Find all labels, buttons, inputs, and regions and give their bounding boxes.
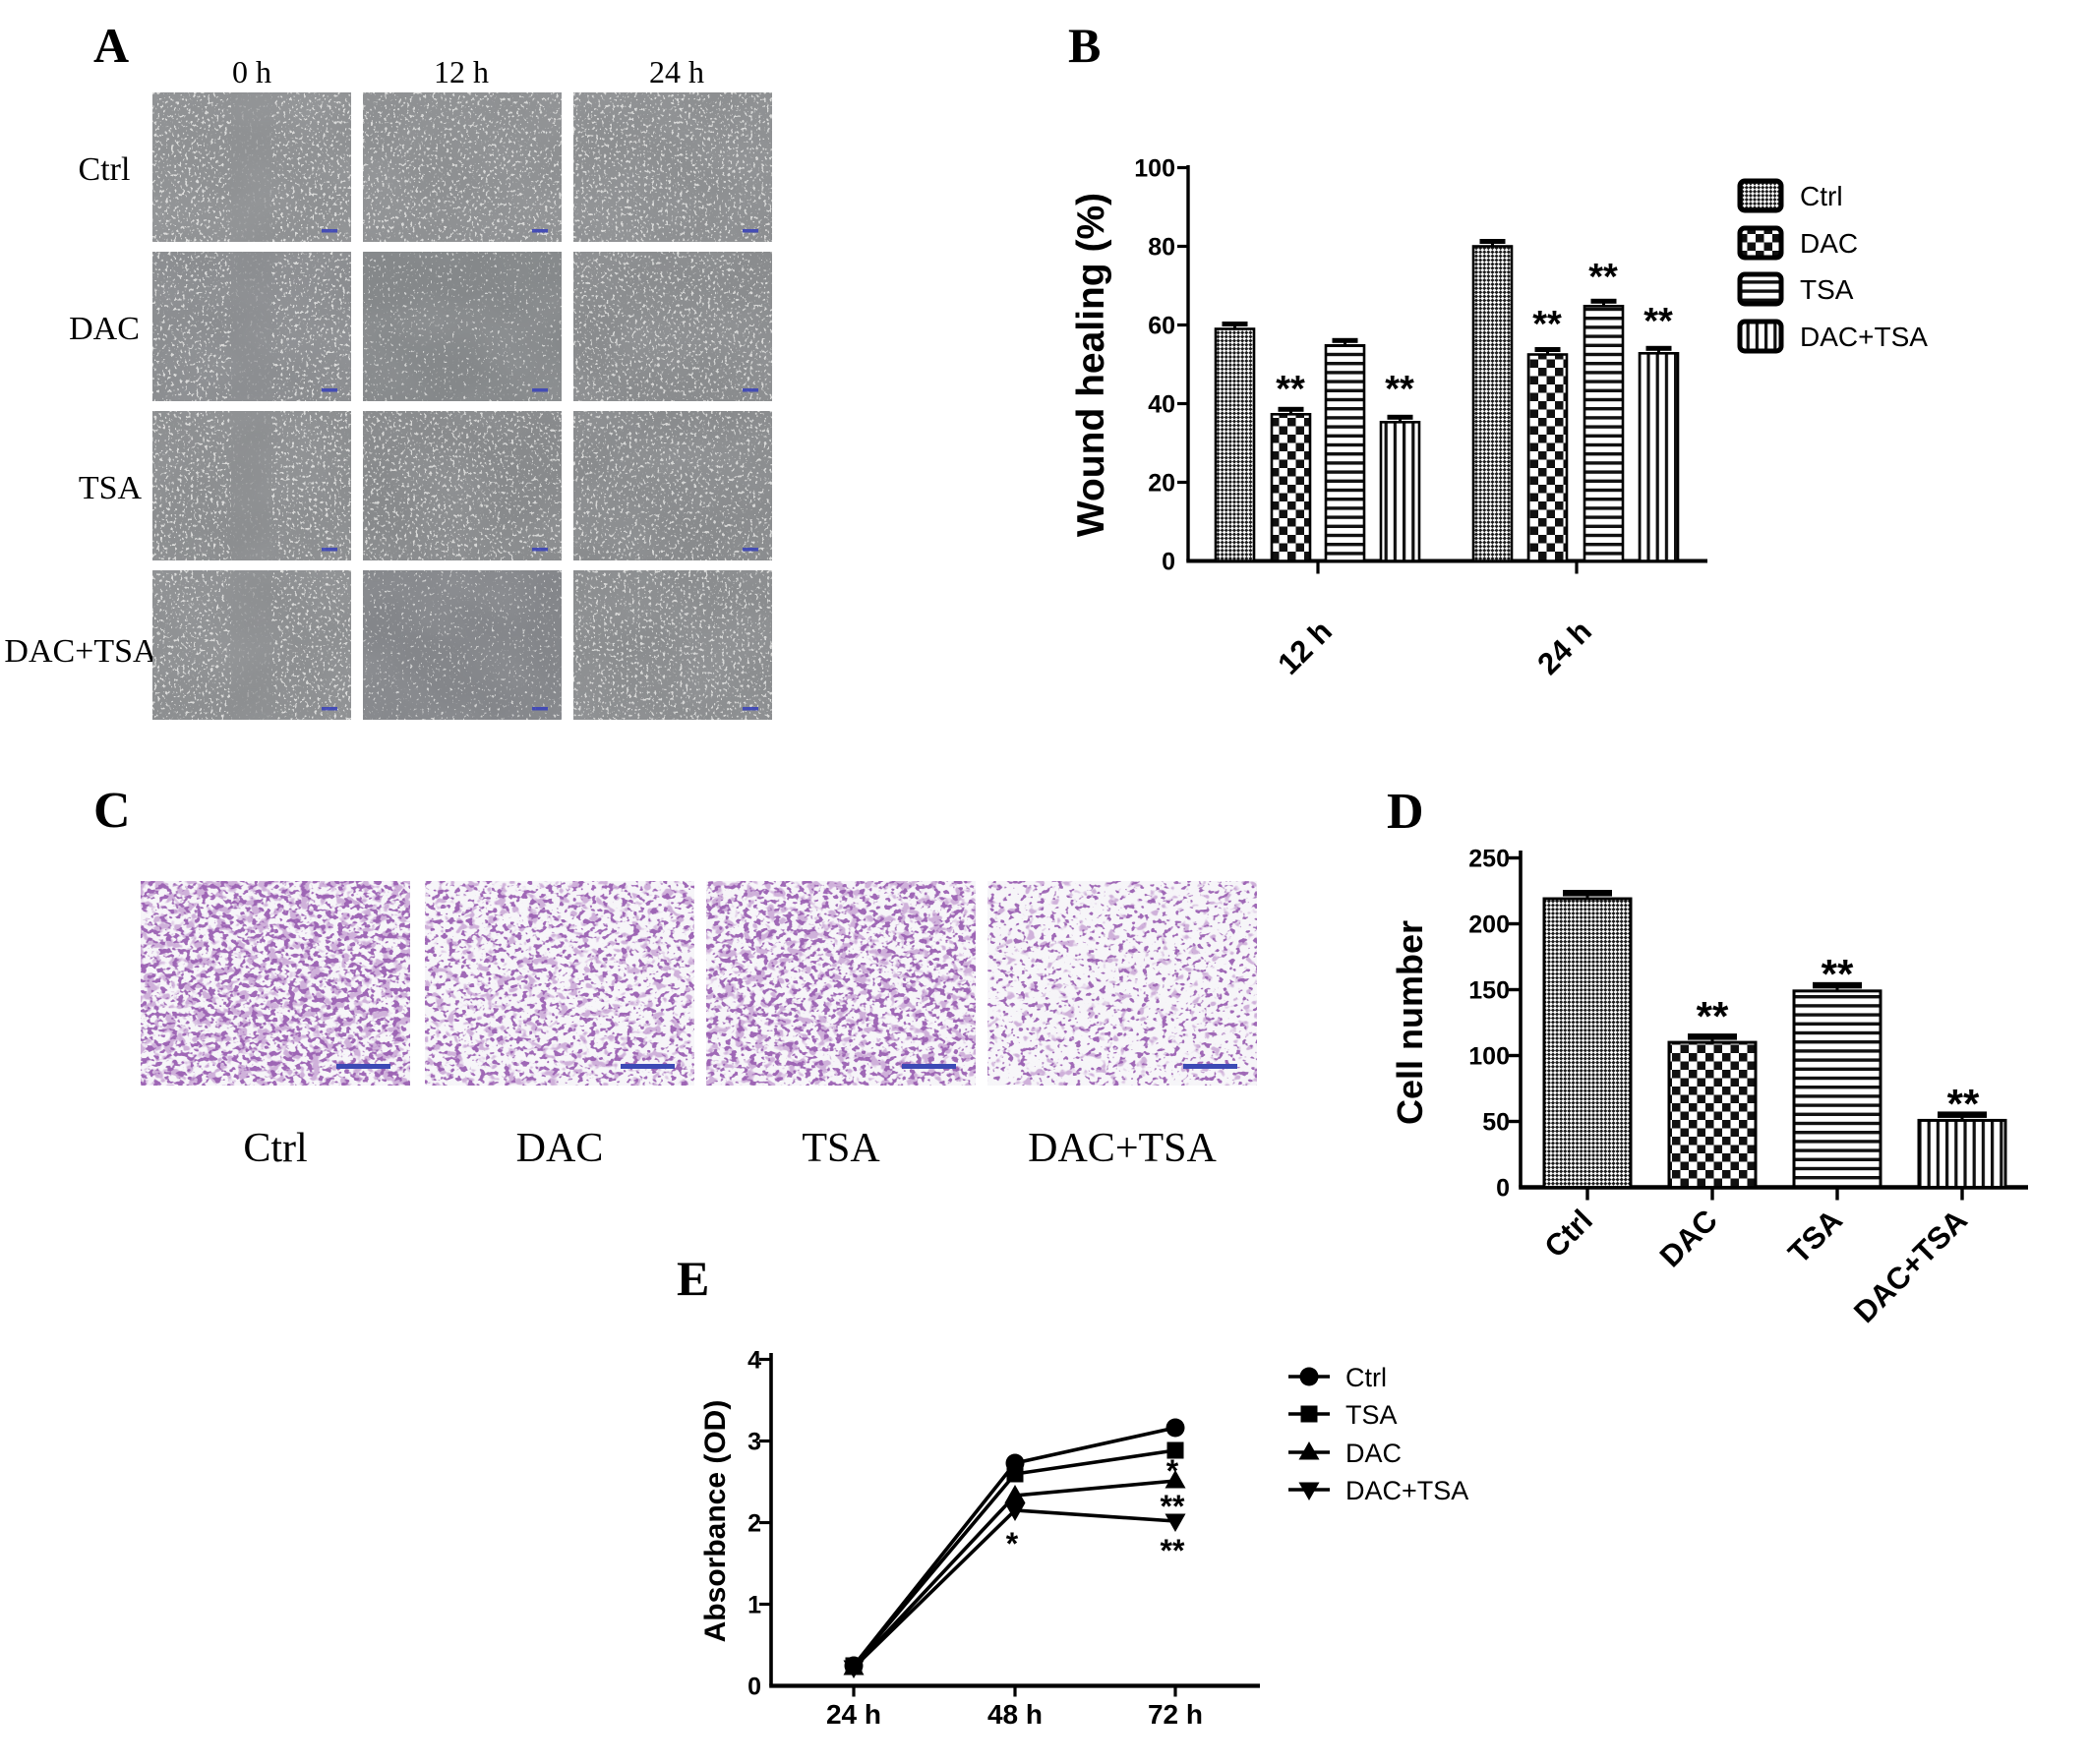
svg-text:150: 150 xyxy=(1468,977,1510,1005)
svg-text:DAC+TSA: DAC+TSA xyxy=(1800,322,1928,352)
svg-text:TSA: TSA xyxy=(1800,274,1854,305)
svg-text:Ctrl: Ctrl xyxy=(79,151,131,188)
svg-text:1: 1 xyxy=(747,1592,761,1619)
svg-text:4: 4 xyxy=(747,1347,761,1375)
svg-text:DAC+TSA: DAC+TSA xyxy=(1028,1126,1217,1171)
svg-text:Ctrl: Ctrl xyxy=(243,1126,307,1171)
svg-text:*: * xyxy=(1166,1453,1179,1489)
svg-text:DAC+TSA: DAC+TSA xyxy=(1345,1476,1468,1505)
svg-text:48 h: 48 h xyxy=(987,1699,1043,1730)
svg-text:D: D xyxy=(1387,784,1424,840)
svg-text:A: A xyxy=(93,18,129,73)
svg-text:0: 0 xyxy=(1496,1175,1510,1203)
svg-text:**: ** xyxy=(1161,1489,1185,1524)
svg-text:Absorbance (OD): Absorbance (OD) xyxy=(699,1400,732,1643)
svg-text:DAC+TSA: DAC+TSA xyxy=(4,633,157,670)
svg-text:**: ** xyxy=(1532,304,1562,345)
svg-text:Ctrl: Ctrl xyxy=(1800,181,1843,211)
svg-text:**: ** xyxy=(1276,369,1305,410)
svg-text:DAC: DAC xyxy=(69,311,140,347)
svg-text:200: 200 xyxy=(1468,911,1510,939)
svg-text:**: ** xyxy=(1947,1081,1980,1127)
svg-text:DAC: DAC xyxy=(516,1126,604,1171)
svg-text:80: 80 xyxy=(1148,234,1175,262)
svg-text:**: ** xyxy=(1588,257,1618,298)
svg-text:0 h: 0 h xyxy=(232,54,271,89)
svg-text:40: 40 xyxy=(1148,391,1175,419)
svg-text:0: 0 xyxy=(747,1674,761,1701)
svg-text:12 h: 12 h xyxy=(434,54,489,89)
svg-text:24 h: 24 h xyxy=(649,54,704,89)
svg-text:50: 50 xyxy=(1482,1109,1510,1137)
svg-text:Cell number: Cell number xyxy=(1390,920,1430,1125)
svg-text:Wound healing (%): Wound healing (%) xyxy=(1070,193,1112,537)
svg-text:72 h: 72 h xyxy=(1148,1699,1203,1730)
svg-text:**: ** xyxy=(1822,951,1854,997)
svg-text:**: ** xyxy=(1161,1533,1185,1568)
svg-text:3: 3 xyxy=(747,1429,761,1456)
svg-text:24 h: 24 h xyxy=(826,1699,881,1730)
svg-text:0: 0 xyxy=(1162,549,1175,576)
svg-text:DAC: DAC xyxy=(1345,1439,1402,1468)
svg-text:**: ** xyxy=(1385,369,1414,410)
svg-text:B: B xyxy=(1068,18,1101,73)
svg-text:TSA: TSA xyxy=(1345,1400,1398,1430)
svg-text:TSA: TSA xyxy=(802,1126,880,1171)
svg-text:20: 20 xyxy=(1148,470,1175,498)
svg-text:100: 100 xyxy=(1468,1043,1510,1071)
svg-text:E: E xyxy=(677,1251,709,1306)
svg-text:60: 60 xyxy=(1148,313,1175,340)
svg-text:**: ** xyxy=(1643,301,1673,342)
svg-text:**: ** xyxy=(1697,993,1729,1039)
svg-text:100: 100 xyxy=(1134,155,1175,183)
svg-text:C: C xyxy=(93,783,131,839)
svg-text:2: 2 xyxy=(747,1510,761,1538)
svg-text:250: 250 xyxy=(1468,846,1510,873)
svg-text:*: * xyxy=(1006,1526,1019,1561)
svg-text:Ctrl: Ctrl xyxy=(1345,1363,1387,1392)
svg-text:DAC: DAC xyxy=(1800,228,1858,259)
svg-text:TSA: TSA xyxy=(79,470,143,506)
